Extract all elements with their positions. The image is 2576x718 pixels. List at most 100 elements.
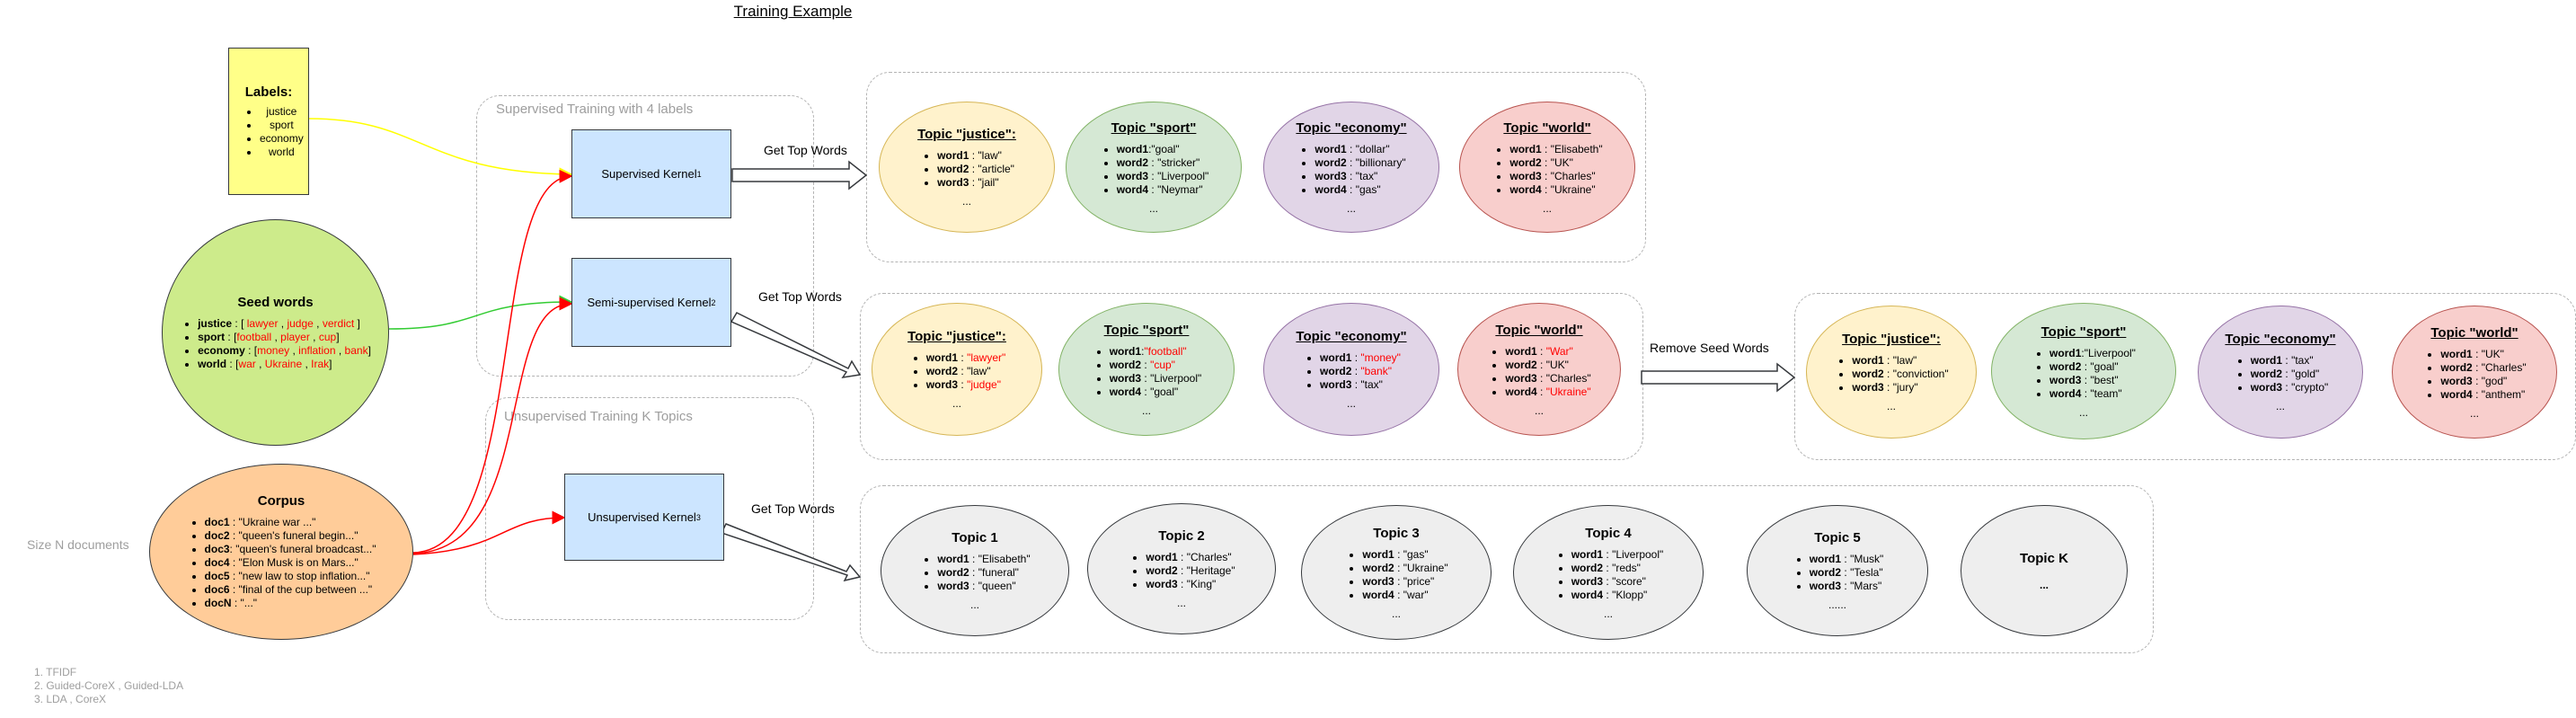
topic-word: word3 : "god" <box>2440 375 2526 388</box>
word-value: : "Heritage" <box>1177 564 1235 577</box>
word-key: word4 <box>1571 588 1604 601</box>
seed-open: : [ <box>244 343 258 357</box>
topic-ellipsis: ... <box>1603 607 1613 620</box>
seed-row: world : [war , Ukraine , Irak] <box>198 358 371 371</box>
word-key: word3 <box>1146 578 1178 590</box>
labels-heading: Labels: <box>244 84 293 100</box>
word-key: word1 <box>937 149 969 162</box>
word-key: word1 <box>937 553 969 565</box>
doc-text: : "queen's funeral broadcast..." <box>229 543 376 555</box>
seed-word: lawyer <box>246 316 279 330</box>
word-key: word3 <box>1571 574 1604 588</box>
seed-word-value: "cup" <box>1150 358 1175 371</box>
word-value: : "Tesla" <box>1841 566 1883 579</box>
word-value: :"Liverpool" <box>2081 346 2136 359</box>
seed-word-value: "Ukraine" <box>1545 385 1591 398</box>
topic-node: Topic "economy" word1 : "tax"word2 : "gol… <box>2198 306 2363 439</box>
topic-ellipsis: ... <box>2078 405 2088 419</box>
word-value: : <box>1141 358 1151 371</box>
word-key: word3 <box>1809 580 1842 592</box>
word-value: : "team" <box>2081 386 2122 400</box>
word-key: word4 <box>1509 182 1542 196</box>
word-value: : <box>1536 385 1546 398</box>
word-key: word2 <box>1809 566 1842 579</box>
doc-key: doc2 <box>204 529 230 542</box>
topic-word: word3 : "tax" <box>1320 378 1401 392</box>
topic-ellipsis: ... <box>1176 597 1186 609</box>
topic-word: word1 : "Liverpool" <box>1571 548 1664 562</box>
topic-word: word4 : "Klopp" <box>1571 589 1664 602</box>
word-key: word1 <box>1509 142 1542 155</box>
topic-title: Topic 1 <box>952 530 998 545</box>
word-value: : "Charles" <box>2472 360 2527 374</box>
topic-ellipsis: ... <box>1391 607 1401 620</box>
topic-node: Topic 3word1 : "gas"word2 : "Ukraine"wor… <box>1301 505 1492 640</box>
doc-text: : "queen's funeral begin..." <box>229 529 359 542</box>
unsupervised-output-group <box>860 485 2154 653</box>
topic-title: Topic K <box>2020 550 2068 566</box>
word-value: : "reds" <box>1603 561 1641 574</box>
seed-close: ] <box>367 343 371 357</box>
word-key: word1 <box>1852 354 1884 367</box>
word-value: : "law" <box>969 149 1002 162</box>
word-key: word2 <box>1116 155 1149 169</box>
word-key: word3 <box>1116 169 1149 182</box>
topic-word-list: word1 : "law"word2 : "conviction"word3 :… <box>1834 354 1948 394</box>
topic-ellipsis: ... <box>1346 201 1356 215</box>
corpus-doc: doc2 : "queen's funeral begin..." <box>205 529 376 543</box>
topic-word-list: word1 : "Charles"word2 : "Heritage"word3… <box>1128 551 1235 591</box>
topic-word: word3 : "judge" <box>926 378 1006 392</box>
topic-word: word1 : "tax" <box>2251 354 2329 368</box>
word-value: : "jail" <box>969 176 999 189</box>
topic-word: word3 : "jury" <box>1852 381 1948 394</box>
word-value: : "crypto" <box>2282 381 2329 394</box>
topic-title: Topic "economy" <box>1296 120 1407 136</box>
topic-word: word1 : "War" <box>1505 345 1590 359</box>
unsupervised-kernel: Unsupervised Kernel 3 <box>564 474 724 561</box>
word-key: word2 <box>1362 561 1394 574</box>
word-value: : "score" <box>1603 574 1646 588</box>
word-key: word2 <box>1320 365 1352 377</box>
word-value: : "Charles" <box>1536 371 1591 385</box>
topic-word: word2 : "reds" <box>1571 562 1664 575</box>
label-item: sport <box>260 119 304 132</box>
topic-word: word4 : "goal" <box>1110 386 1202 399</box>
word-value: : "god" <box>2472 374 2508 387</box>
topic-word: word3 : "Charles" <box>1505 372 1590 386</box>
seed-word: inflation <box>298 343 336 357</box>
word-key: word3 <box>2250 381 2283 394</box>
word-key: word1 <box>1116 142 1149 155</box>
edge-label-top3: Get Top Words <box>751 501 835 516</box>
topic-ellipsis: ... <box>2469 406 2479 420</box>
remove-seed-words-arrow <box>1641 362 1796 393</box>
unsup-kernel-footnote-ref: 3 <box>695 512 701 522</box>
word-value: : <box>1536 344 1546 358</box>
topic-word-list: word1 : "law"word2 : "article"word3 : "j… <box>919 149 1014 190</box>
word-key: word1 <box>1315 142 1347 155</box>
topic-ellipsis: ... <box>969 598 979 611</box>
word-key: word3 <box>2440 374 2473 387</box>
topic-node: Topic "sport" word1:"football"word2 : "cu… <box>1058 303 1235 436</box>
doc-key: doc5 <box>204 570 230 582</box>
labels-box: Labels: justice sport economy world <box>228 48 309 195</box>
word-key: word1 <box>1146 551 1178 563</box>
word-key: word3 <box>937 176 969 189</box>
doc-key: doc4 <box>204 556 230 569</box>
topic-word: word3 : "Liverpool" <box>1110 372 1202 386</box>
topic-title: Topic 5 <box>1814 530 1861 545</box>
supervised-kernel-footnote-ref: 1 <box>696 169 702 179</box>
topic-word: word2 : "conviction" <box>1852 368 1948 381</box>
doc-text: : "..." <box>231 597 258 609</box>
labels-list: justice sport economy world <box>242 105 304 159</box>
word-value: : "gold" <box>2282 368 2320 380</box>
seed-open: : [ <box>225 330 237 343</box>
word-value: : "article" <box>969 163 1014 175</box>
topic-word: word3 : "best" <box>2049 374 2136 387</box>
topic-node: Topic 2 word1 : "Charles"word2 : "Heritag… <box>1087 503 1276 634</box>
word-value: : <box>958 378 968 391</box>
topic-word: word2 : "UK" <box>1509 156 1602 170</box>
word-value: : "Liverpool" <box>1603 547 1664 561</box>
unsupervised-group <box>485 397 814 620</box>
seed-key: world <box>198 357 227 370</box>
diagram-title: Training Example <box>733 3 853 20</box>
